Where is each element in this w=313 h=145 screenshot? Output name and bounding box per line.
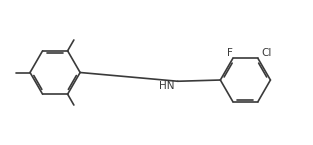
Text: HN: HN	[159, 81, 174, 91]
Text: Cl: Cl	[261, 48, 272, 58]
Text: F: F	[227, 48, 233, 58]
